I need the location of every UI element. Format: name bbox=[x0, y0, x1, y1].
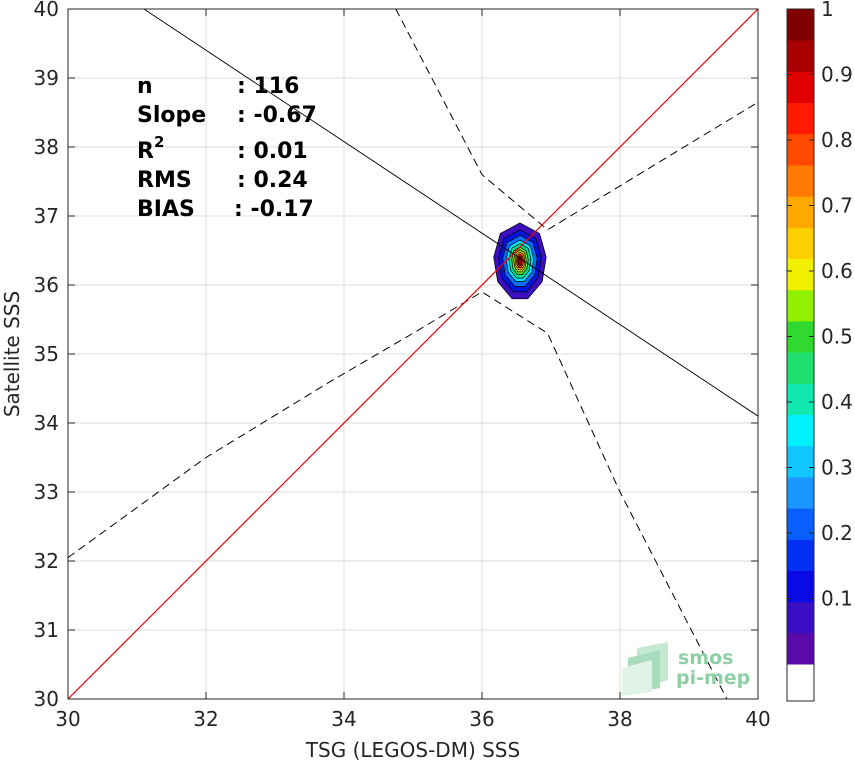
x-tick-label: 34 bbox=[331, 707, 356, 731]
stat-value: : 116 bbox=[237, 74, 299, 99]
colorbar-segment bbox=[787, 476, 814, 509]
colorbar-segment-empty bbox=[787, 664, 814, 701]
colorbar-segment bbox=[787, 289, 814, 322]
colorbar-segment bbox=[787, 196, 814, 228]
y-tick-label: 40 bbox=[34, 0, 59, 21]
logo-line-2: pi-mep bbox=[676, 667, 750, 689]
stat-label: RMS bbox=[137, 168, 192, 193]
stat-label: Slope bbox=[137, 103, 206, 128]
data-layer bbox=[68, 9, 758, 699]
y-tick-label: 32 bbox=[34, 549, 59, 573]
y-tick-label: 34 bbox=[34, 411, 59, 435]
colorbar-segment bbox=[787, 508, 814, 540]
colorbar-segment bbox=[787, 445, 814, 478]
colorbar-tick-label: 0.1 bbox=[821, 587, 853, 611]
x-axis-label: TSG (LEGOS-DM) SSS bbox=[305, 738, 520, 762]
y-tick-label: 30 bbox=[34, 687, 59, 711]
x-tick-label: 40 bbox=[745, 707, 770, 731]
colorbar-segment bbox=[787, 539, 814, 571]
colorbar-tick-label: 0.6 bbox=[821, 259, 853, 283]
colorbar-segment bbox=[787, 71, 814, 104]
stat-value: : -0.67 bbox=[237, 103, 317, 128]
stat-label-superscript: 2 bbox=[154, 133, 164, 151]
confidence-bound-line bbox=[395, 9, 758, 231]
y-tick-label: 36 bbox=[34, 273, 59, 297]
colorbar-segment bbox=[787, 164, 814, 197]
colorbar-segment bbox=[787, 414, 814, 447]
colorbar-segment bbox=[787, 9, 814, 41]
colorbar-segment bbox=[787, 570, 814, 603]
logo-shape-front bbox=[622, 660, 652, 696]
colorbar-segment bbox=[787, 40, 814, 72]
axes: 30 32 34 36 38 40 30 31 32 33 34 35 36 37 38 39 40 bbox=[34, 0, 771, 731]
y-tick-label: 39 bbox=[34, 66, 59, 90]
colorbar-tick-label: 0.5 bbox=[821, 325, 853, 349]
colorbar-segment bbox=[787, 102, 814, 135]
y-tick-label: 38 bbox=[34, 135, 59, 159]
x-tick-label: 38 bbox=[607, 707, 632, 731]
stat-label: n bbox=[137, 74, 153, 99]
x-tick-label: 32 bbox=[193, 707, 218, 731]
colorbar-segment bbox=[787, 258, 814, 291]
stat-value: : 0.01 bbox=[237, 139, 308, 164]
identity-line bbox=[68, 9, 758, 699]
colorbar-segment bbox=[787, 383, 814, 415]
colorbar: 0.1 0.2 0.3 0.4 0.5 0.6 0.7 0.8 0.9 1 bbox=[786, 0, 853, 702]
y-tick-label: 35 bbox=[34, 342, 59, 366]
regression-line bbox=[143, 9, 758, 417]
colorbar-segment bbox=[787, 133, 814, 166]
colorbar-tick-label: 0.3 bbox=[821, 456, 853, 480]
stat-label: BIAS bbox=[137, 197, 195, 222]
y-axis-label: Satellite SSS bbox=[0, 291, 24, 417]
x-tick-label: 36 bbox=[469, 707, 494, 731]
colorbar-tick-label: 0.4 bbox=[821, 390, 853, 414]
confidence-bound-line bbox=[68, 291, 728, 699]
colorbar-tick-label: 0.2 bbox=[821, 521, 853, 545]
colorbar-tick-label: 0.8 bbox=[821, 128, 853, 152]
y-tick-label: 37 bbox=[34, 204, 59, 228]
colorbar-segment bbox=[787, 352, 814, 384]
grid bbox=[68, 9, 758, 699]
density-contour bbox=[517, 255, 523, 267]
colorbar-segment bbox=[787, 601, 814, 634]
colorbar-segment bbox=[787, 227, 814, 260]
y-tick-label: 31 bbox=[34, 618, 59, 642]
colorbar-tick-label: 0.7 bbox=[821, 194, 853, 218]
stat-value: : -0.17 bbox=[234, 197, 314, 222]
stat-value: : 0.24 bbox=[237, 168, 308, 193]
colorbar-tick-label: 0.9 bbox=[821, 63, 853, 87]
colorbar-tick-label: 1 bbox=[821, 0, 834, 21]
logo-line-1: smos bbox=[678, 647, 733, 669]
y-tick-label: 33 bbox=[34, 480, 59, 504]
smos-pimep-logo: smos pi-mep bbox=[622, 642, 750, 696]
colorbar-frame bbox=[786, 8, 815, 702]
x-tick-label: 30 bbox=[55, 707, 80, 731]
colorbar-segment bbox=[787, 632, 814, 665]
